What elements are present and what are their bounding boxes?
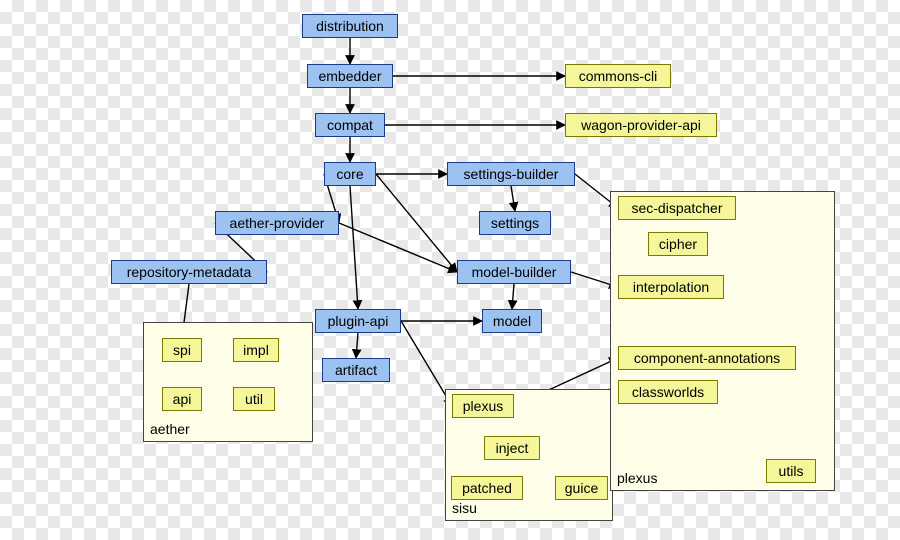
node-spi: spi [162, 338, 202, 362]
group-label-aether: aether [150, 421, 190, 437]
node-impl: impl [233, 338, 279, 362]
node-component-annotations: component-annotations [618, 346, 796, 370]
node-model: model [482, 309, 542, 333]
group-label-plexus-grp: plexus [617, 470, 657, 486]
group-plexus-grp: plexus [610, 191, 835, 491]
node-repository-metadata: repository-metadata [111, 260, 267, 284]
node-patched: patched [451, 476, 523, 500]
node-distribution: distribution [302, 14, 398, 38]
node-core: core [324, 162, 376, 186]
node-guice: guice [555, 476, 608, 500]
node-aether-provider: aether-provider [215, 211, 339, 235]
node-compat: compat [315, 113, 385, 137]
node-inject: inject [484, 436, 540, 460]
diagram-canvas: aether sisu plexus distribution embedder com… [0, 0, 900, 540]
node-classworlds: classworlds [618, 380, 718, 404]
node-settings-builder: settings-builder [447, 162, 575, 186]
node-commons-cli: commons-cli [565, 64, 671, 88]
node-plugin-api: plugin-api [315, 309, 401, 333]
node-model-builder: model-builder [457, 260, 571, 284]
node-wagon-provider-api: wagon-provider-api [565, 113, 717, 137]
node-cipher: cipher [648, 232, 708, 256]
node-interpolation: interpolation [618, 275, 724, 299]
group-label-sisu: sisu [452, 500, 477, 516]
node-artifact: artifact [322, 358, 390, 382]
node-sec-dispatcher: sec-dispatcher [618, 196, 736, 220]
node-plexus: plexus [452, 394, 514, 418]
node-settings: settings [479, 211, 551, 235]
node-api: api [162, 387, 202, 411]
node-embedder: embedder [307, 64, 393, 88]
node-util: util [233, 387, 275, 411]
node-utils: utils [766, 459, 816, 483]
